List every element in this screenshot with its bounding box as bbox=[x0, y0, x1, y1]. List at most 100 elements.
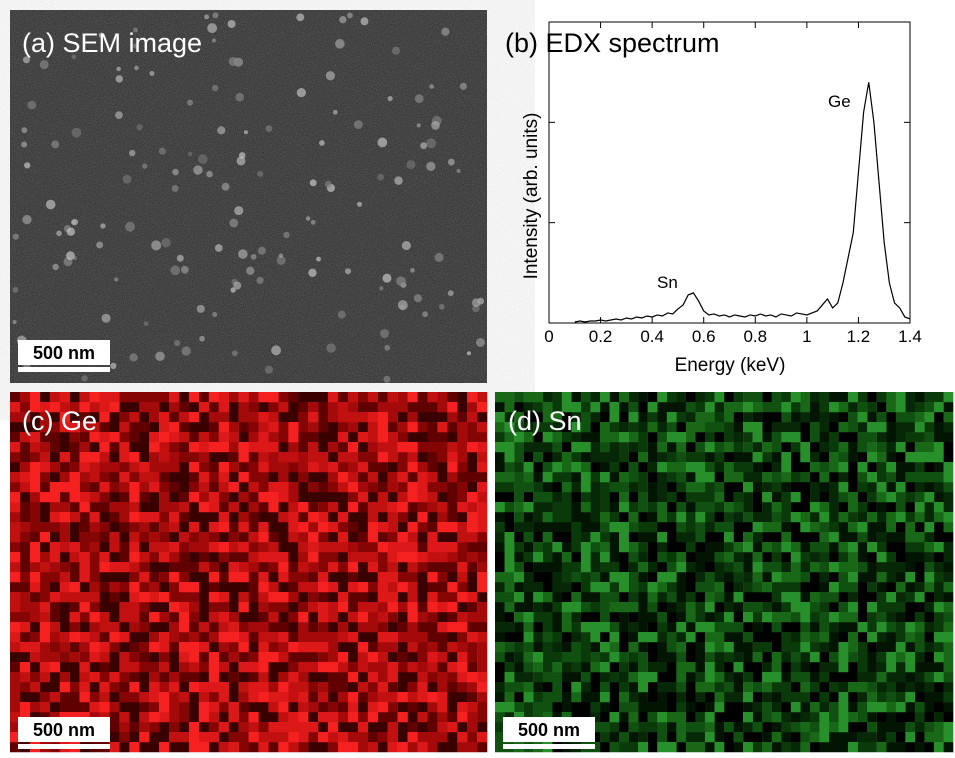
particle bbox=[81, 375, 87, 381]
x-axis-label: Energy (keV) bbox=[675, 355, 786, 376]
scale-bar: 500 nm bbox=[503, 717, 595, 749]
particle bbox=[435, 253, 444, 262]
particle bbox=[472, 298, 481, 307]
particle bbox=[415, 94, 424, 103]
figure: (a) SEM image (c) Ge (d) Sn 500 nm 500 n… bbox=[0, 0, 955, 758]
particle bbox=[283, 232, 290, 239]
particle bbox=[392, 47, 400, 55]
particle bbox=[316, 257, 321, 262]
particle bbox=[172, 185, 179, 192]
particle bbox=[467, 351, 471, 355]
particle bbox=[72, 219, 78, 225]
particle bbox=[161, 238, 170, 247]
particle bbox=[151, 240, 161, 250]
particle bbox=[426, 162, 435, 171]
scale-line bbox=[503, 744, 595, 749]
plot-frame bbox=[549, 22, 910, 323]
scale-text: 500 nm bbox=[33, 343, 95, 363]
particle bbox=[384, 345, 390, 351]
particle bbox=[256, 277, 263, 284]
particle bbox=[56, 231, 62, 237]
particle bbox=[114, 277, 118, 281]
particle bbox=[136, 124, 142, 130]
x-tick-label: 0.6 bbox=[692, 327, 716, 346]
particle bbox=[377, 174, 384, 181]
particle bbox=[325, 181, 332, 188]
particle bbox=[12, 287, 18, 293]
particle bbox=[229, 219, 238, 228]
particle bbox=[159, 148, 166, 155]
particle bbox=[212, 312, 217, 317]
particle bbox=[388, 96, 393, 101]
particle bbox=[271, 345, 281, 355]
particle bbox=[212, 85, 218, 91]
particle bbox=[308, 269, 316, 277]
particle bbox=[204, 14, 209, 19]
particle bbox=[402, 241, 411, 250]
particle bbox=[13, 233, 19, 239]
particle bbox=[182, 346, 191, 355]
particle bbox=[129, 150, 135, 156]
particle bbox=[383, 376, 390, 383]
particle bbox=[448, 159, 455, 166]
particle bbox=[311, 220, 316, 225]
particle bbox=[125, 222, 135, 232]
x-tick-label: 0 bbox=[544, 327, 553, 346]
particle bbox=[456, 169, 460, 173]
particle bbox=[22, 215, 31, 224]
x-tick-label: 0.2 bbox=[589, 327, 613, 346]
particle bbox=[319, 140, 325, 146]
particle bbox=[67, 228, 75, 236]
particle bbox=[400, 304, 406, 310]
particle bbox=[96, 241, 103, 248]
particle bbox=[406, 160, 415, 169]
particle bbox=[265, 366, 273, 374]
particle bbox=[251, 254, 257, 260]
particle bbox=[212, 38, 216, 42]
particle bbox=[414, 294, 422, 302]
particle bbox=[426, 138, 436, 148]
particle bbox=[217, 126, 225, 134]
particle bbox=[134, 66, 139, 71]
particle bbox=[448, 290, 454, 296]
particle bbox=[181, 266, 189, 274]
particle bbox=[177, 255, 184, 262]
panel-label: (c) Ge bbox=[22, 406, 97, 436]
particle bbox=[115, 111, 123, 119]
particle bbox=[338, 311, 346, 319]
annotation: Ge bbox=[828, 92, 851, 111]
particle bbox=[197, 305, 205, 313]
particle bbox=[257, 171, 263, 177]
ge-map bbox=[10, 392, 487, 752]
particle bbox=[198, 154, 208, 164]
particle bbox=[431, 121, 440, 130]
particle bbox=[417, 123, 421, 127]
particle bbox=[326, 71, 335, 80]
x-tick-label: 0.8 bbox=[743, 327, 767, 346]
particle bbox=[51, 140, 59, 148]
sem-noise bbox=[10, 10, 487, 383]
particle bbox=[429, 84, 434, 89]
particle bbox=[439, 304, 445, 310]
particle bbox=[213, 12, 219, 18]
particle bbox=[279, 254, 283, 258]
particle bbox=[155, 351, 165, 361]
particle bbox=[361, 17, 369, 25]
particle bbox=[46, 200, 56, 210]
x-tick-label: 1.4 bbox=[898, 327, 922, 346]
particle bbox=[206, 171, 212, 177]
particle bbox=[335, 39, 345, 49]
x-tick-label: 1.2 bbox=[847, 327, 871, 346]
particle bbox=[239, 152, 246, 159]
particle bbox=[266, 125, 273, 132]
particle bbox=[296, 13, 304, 21]
particle bbox=[310, 179, 317, 186]
particle bbox=[222, 183, 230, 191]
x-tick-label: 0.4 bbox=[640, 327, 664, 346]
particle bbox=[27, 101, 36, 110]
x-tick-label: 1 bbox=[802, 327, 811, 346]
particle bbox=[199, 336, 205, 342]
particle bbox=[333, 110, 338, 115]
particle bbox=[187, 100, 193, 106]
panel-label: (d) Sn bbox=[508, 406, 582, 436]
